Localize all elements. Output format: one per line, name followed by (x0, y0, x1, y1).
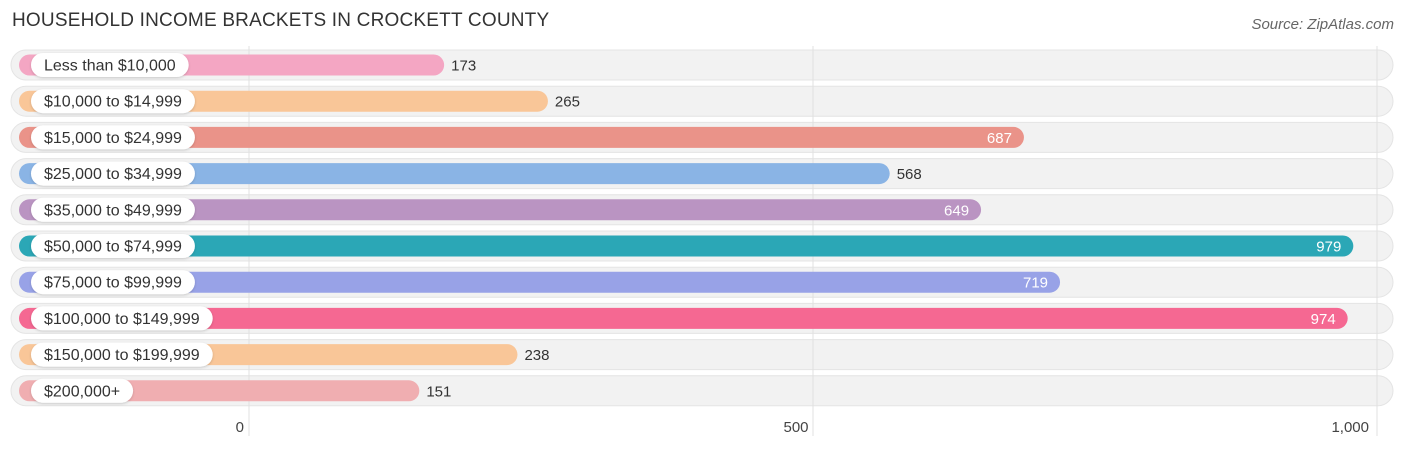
category-label-pill (31, 125, 195, 150)
bar (19, 235, 1354, 257)
bar (19, 126, 1024, 148)
category-label-pill (31, 306, 213, 331)
category-label: $100,000 to $149,999 (44, 311, 200, 328)
category-label: $75,000 to $99,999 (44, 275, 182, 292)
value-label: 719 (1023, 275, 1048, 292)
value-label: 687 (987, 130, 1012, 147)
value-label: 238 (524, 347, 549, 364)
x-tick-label: 500 (783, 419, 808, 436)
bar (19, 163, 890, 185)
bar (19, 271, 1061, 293)
category-label-pill (31, 342, 213, 367)
category-label-pill (31, 270, 195, 295)
category-label: $150,000 to $199,999 (44, 347, 200, 364)
category-label: $25,000 to $34,999 (44, 166, 182, 183)
value-label: 265 (555, 94, 580, 111)
category-label-pill (31, 53, 189, 77)
chart-title: HOUSEHOLD INCOME BRACKETS IN CROCKETT CO… (12, 10, 550, 31)
value-label: 151 (426, 383, 451, 400)
category-label: Less than $10,000 (44, 58, 176, 75)
bar (19, 307, 1348, 329)
value-label: 974 (1311, 311, 1336, 328)
category-label: $15,000 to $24,999 (44, 130, 182, 147)
category-label: $50,000 to $74,999 (44, 239, 182, 256)
category-label: $10,000 to $14,999 (44, 94, 182, 111)
category-label-pill (31, 234, 195, 258)
category-label-pill (31, 89, 195, 114)
category-label: $200,000+ (44, 383, 120, 400)
category-label: $35,000 to $49,999 (44, 202, 182, 219)
value-label: 568 (897, 166, 922, 183)
value-label: 649 (944, 202, 969, 219)
category-label-pill (31, 378, 134, 403)
source-note: Source: ZipAtlas.com (1251, 16, 1394, 33)
bar (19, 199, 982, 221)
value-label: 979 (1316, 239, 1341, 256)
x-tick-label: 1,000 (1331, 419, 1369, 436)
category-label-pill (31, 161, 195, 186)
x-tick-label: 0 (236, 419, 244, 436)
value-label: 173 (451, 58, 476, 75)
category-label-pill (31, 197, 195, 222)
